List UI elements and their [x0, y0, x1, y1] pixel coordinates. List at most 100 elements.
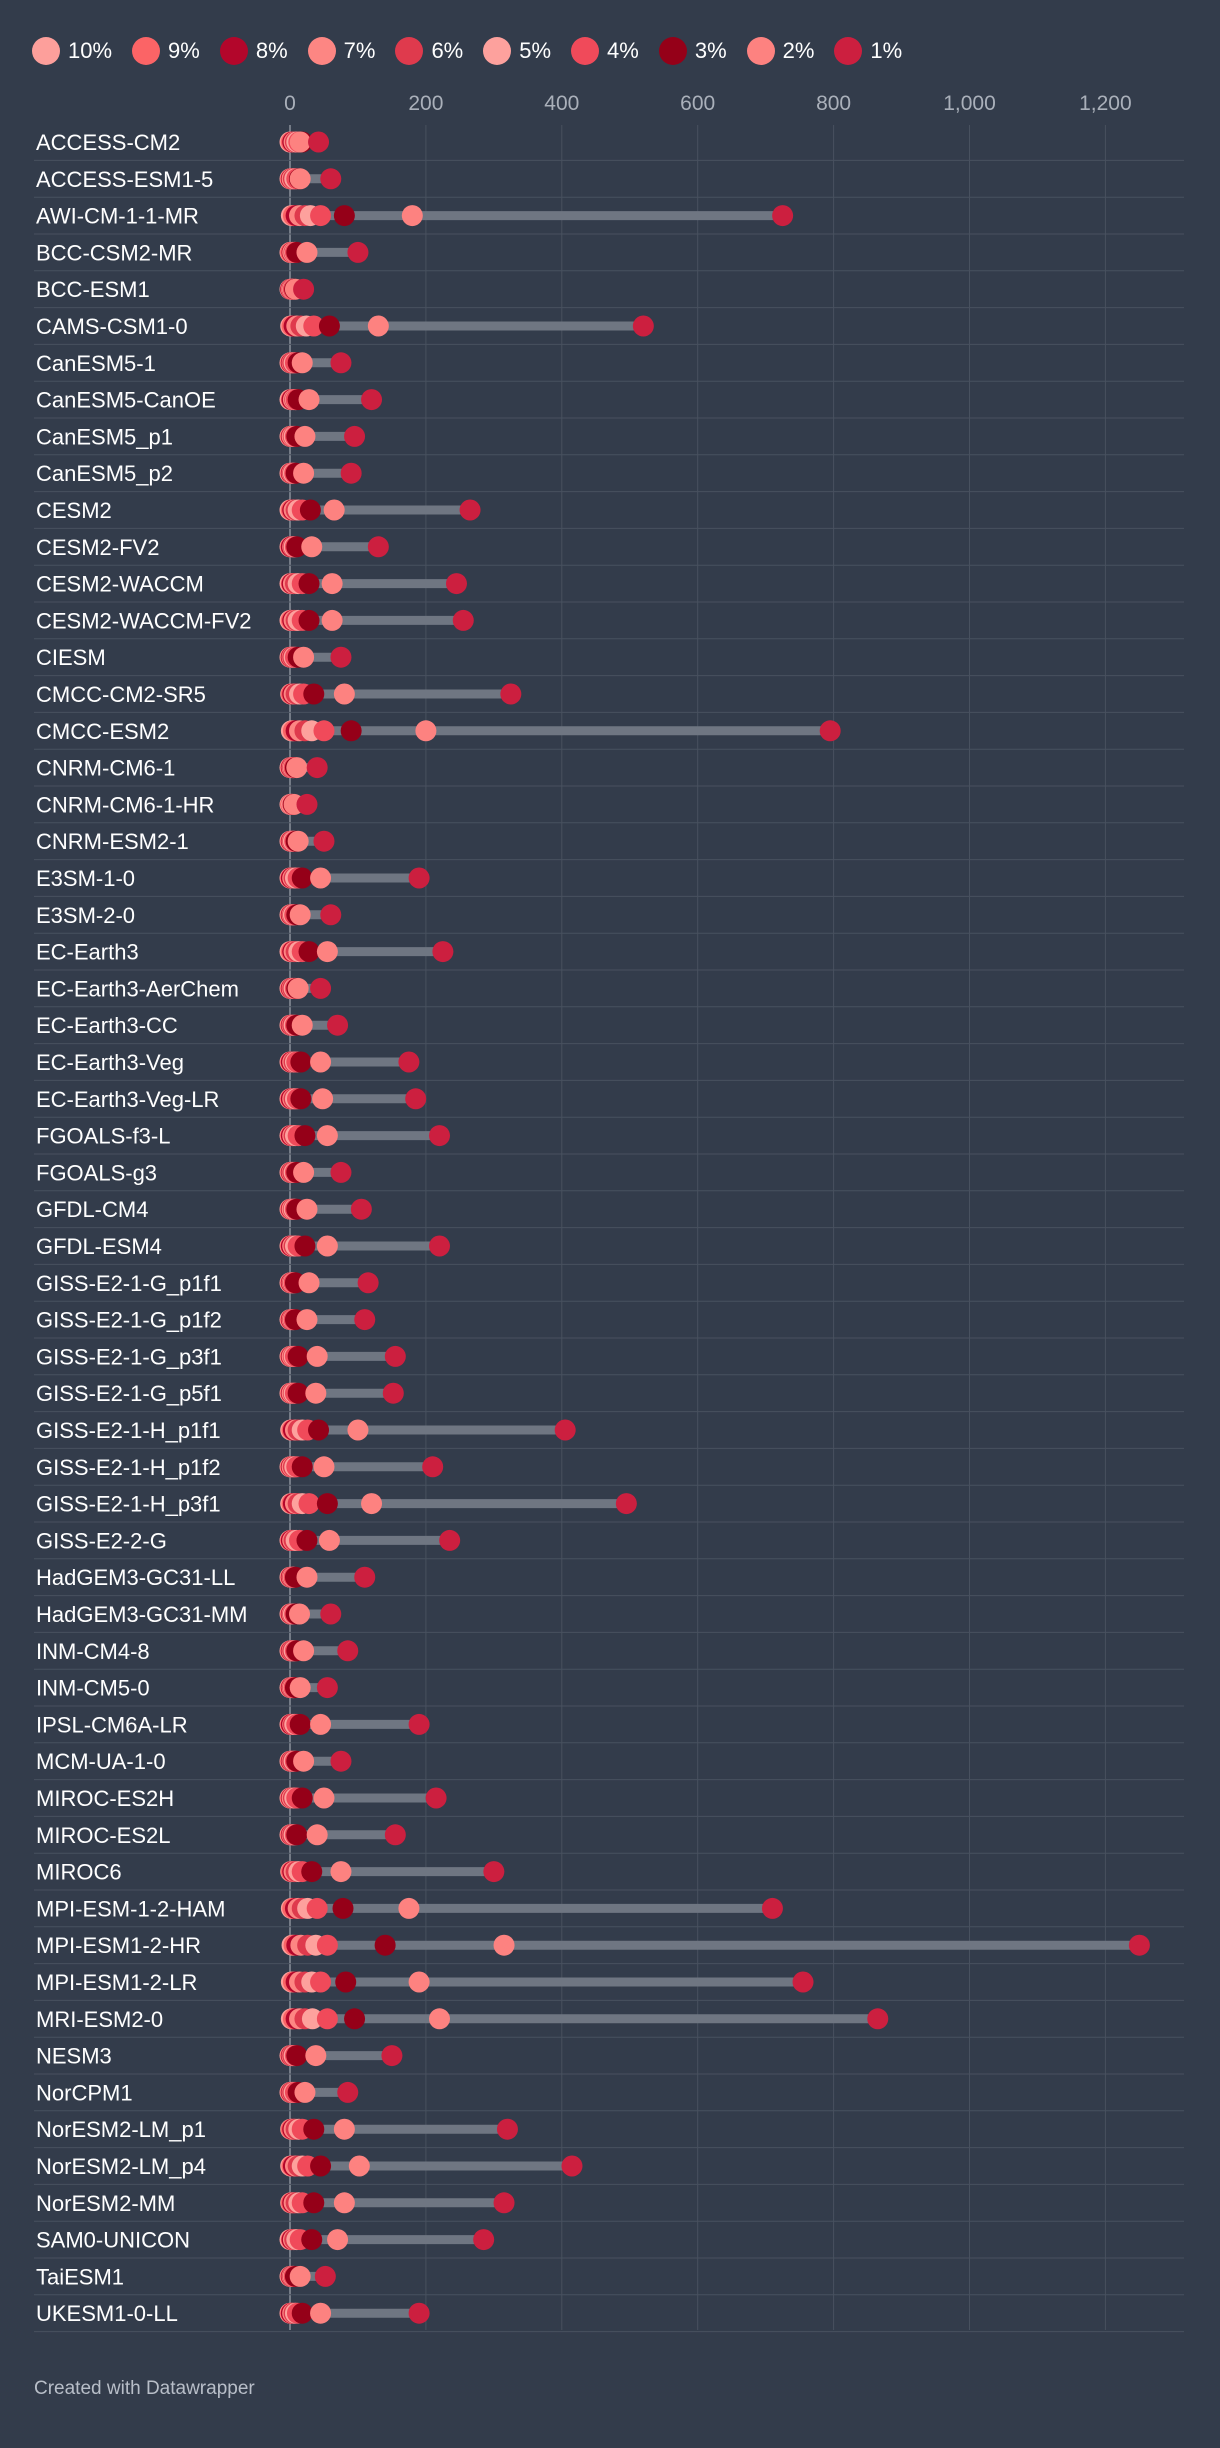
dot-1%: [313, 830, 335, 852]
dot-2%: [289, 131, 311, 153]
category-label: MPI-ESM-1-2-HAM: [36, 1896, 225, 1921]
dot-2%: [333, 2118, 355, 2140]
dot-1%: [381, 2045, 403, 2067]
dot-3%: [374, 1934, 396, 1956]
dot-3%: [291, 2302, 313, 2324]
category-label: CIESM: [36, 645, 106, 670]
category-label: EC-Earth3-CC: [36, 1013, 178, 1038]
dot-3%: [291, 867, 313, 889]
category-label: NorESM2-MM: [36, 2191, 175, 2216]
legend-swatch: [483, 37, 512, 65]
dot-1%: [473, 2229, 495, 2251]
dot-2%: [289, 168, 311, 190]
legend-item: 1%: [834, 37, 902, 65]
legend-item: 7%: [307, 37, 375, 65]
dot-3%: [290, 1088, 312, 1110]
dot-3%: [310, 2155, 332, 2177]
legend-item: 5%: [483, 37, 551, 65]
dot-1%: [1128, 1934, 1150, 1956]
dot-2%: [289, 1677, 311, 1699]
dot-1%: [293, 278, 315, 300]
dot-3%: [286, 1824, 308, 1846]
legend-label: 8%: [255, 38, 288, 63]
dot-1%: [344, 425, 366, 447]
category-label: NorESM2-LM_p1: [36, 2117, 206, 2142]
legend-item: 9%: [132, 37, 200, 65]
category-label: HadGEM3-GC31-MM: [36, 1602, 247, 1627]
dot-2%: [289, 2265, 311, 2287]
dot-3%: [298, 941, 320, 963]
dot-2%: [301, 536, 323, 558]
category-label: GISS-E2-1-H_p1f1: [36, 1418, 221, 1443]
dot-3%: [303, 2118, 325, 2140]
dot-2%: [318, 1529, 340, 1551]
dot-2%: [291, 352, 313, 374]
dot-4%: [316, 2008, 338, 2030]
dot-2%: [291, 1014, 313, 1036]
dot-4%: [316, 1934, 338, 1956]
dot-3%: [332, 1897, 354, 1919]
category-label: CESM2-WACCM: [36, 572, 204, 597]
legend-label: 2%: [782, 38, 815, 63]
dot-3%: [298, 573, 320, 595]
dot-1%: [554, 1419, 576, 1441]
category-label: IPSL-CM6A-LR: [36, 1712, 188, 1737]
dot-1%: [483, 1861, 505, 1883]
dot-2%: [296, 1309, 318, 1331]
category-label: GISS-E2-1-H_p1f2: [36, 1455, 221, 1480]
dot-2%: [415, 720, 437, 742]
dot-2%: [330, 1861, 352, 1883]
dot-4%: [310, 1971, 332, 1993]
dot-1%: [408, 2302, 430, 2324]
dot-2%: [348, 2155, 370, 2177]
legend-label: 4%: [607, 38, 639, 63]
dot-3%: [318, 315, 340, 337]
x-tick-label: 0: [284, 92, 296, 115]
dot-1%: [367, 536, 389, 558]
dot-5%: [301, 2008, 323, 2030]
category-label: CanESM5_p1: [36, 424, 173, 449]
dot-1%: [306, 757, 328, 779]
dot-1%: [792, 1971, 814, 1993]
dot-1%: [314, 2265, 336, 2287]
dot-1%: [867, 2008, 889, 2030]
dot-2%: [361, 1493, 383, 1515]
category-label: BCC-CSM2-MR: [36, 240, 192, 265]
legend-label: 1%: [870, 38, 903, 63]
dot-2%: [287, 830, 309, 852]
dot-1%: [408, 1713, 430, 1735]
dot-1%: [425, 1787, 447, 1809]
dot-3%: [303, 2192, 325, 2214]
legend-swatch: [395, 37, 424, 65]
dot-1%: [761, 1897, 783, 1919]
datawrapper-credit[interactable]: Created with Datawrapper: [34, 2378, 255, 2399]
dot-2%: [347, 1419, 369, 1441]
dot-3%: [333, 205, 355, 227]
dot-1%: [496, 2118, 518, 2140]
dot-1%: [452, 609, 474, 631]
dot-3%: [294, 1125, 316, 1147]
dot-3%: [291, 1787, 313, 1809]
category-label: NESM3: [36, 2044, 112, 2069]
dot-1%: [459, 499, 481, 521]
dot-2%: [316, 941, 338, 963]
dot-1%: [330, 352, 352, 374]
dot-4%: [310, 205, 332, 227]
dot-3%: [286, 536, 308, 558]
category-label: CanESM5-1: [36, 351, 156, 376]
dot-2%: [313, 1787, 335, 1809]
dot-3%: [298, 609, 320, 631]
category-label: CanESM5_p2: [36, 461, 173, 486]
dot-1%: [320, 168, 342, 190]
dot-2%: [298, 389, 320, 411]
dot-2%: [296, 1566, 318, 1588]
dot-2%: [401, 205, 423, 227]
dot-1%: [316, 1677, 338, 1699]
category-label: CNRM-ESM2-1: [36, 829, 189, 854]
x-tick-label: 1,200: [1079, 92, 1132, 115]
dot-2%: [294, 425, 316, 447]
category-label: CMCC-CM2-SR5: [36, 682, 206, 707]
dot-1%: [428, 1235, 450, 1257]
dot-2%: [493, 1934, 515, 1956]
dot-1%: [337, 1640, 359, 1662]
